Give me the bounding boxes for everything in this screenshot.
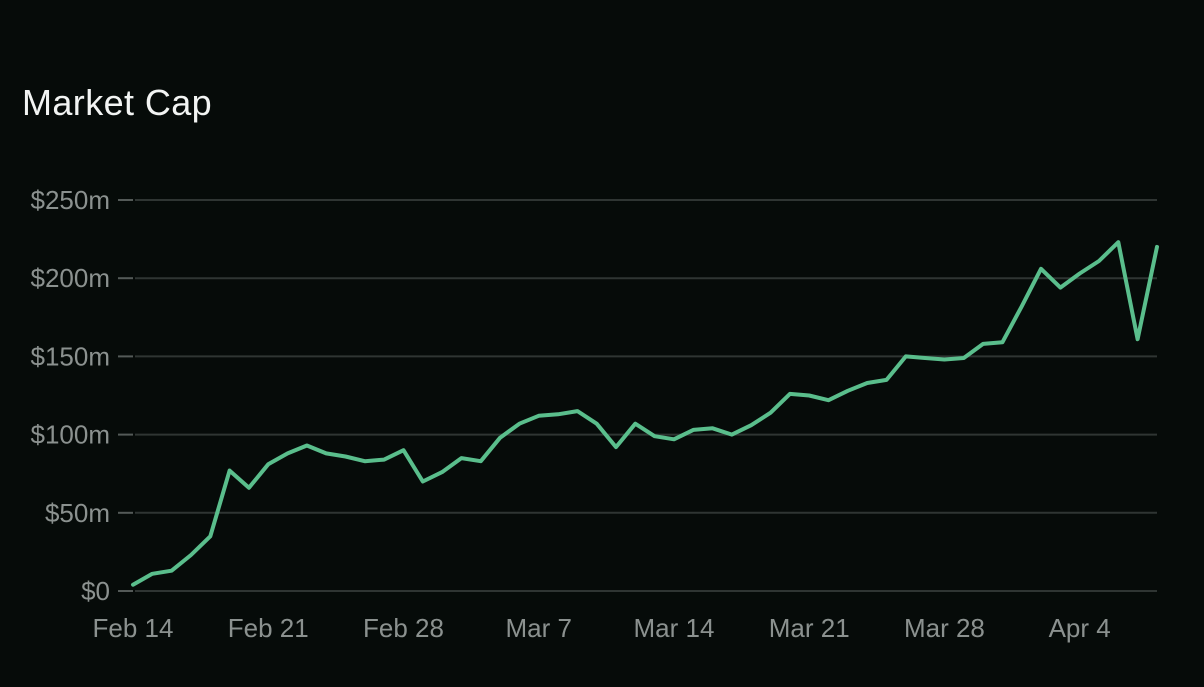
y-axis-label: $150m: [31, 341, 111, 371]
y-axis-label: $250m: [31, 185, 111, 215]
x-axis-label: Mar 28: [904, 613, 985, 643]
y-gridlines: [135, 199, 1157, 592]
y-tick-marks: [118, 199, 133, 592]
y-axis-label: $50m: [45, 498, 110, 528]
x-axis-label: Mar 7: [505, 613, 571, 643]
y-axis-label: $100m: [31, 420, 111, 450]
y-axis-label: $200m: [31, 263, 111, 293]
x-axis-label: Feb 14: [93, 613, 174, 643]
market-cap-line-path: [131, 240, 1159, 587]
x-axis-label: Apr 4: [1049, 613, 1111, 643]
x-axis-label: Feb 28: [363, 613, 444, 643]
x-axis-label: Mar 21: [769, 613, 850, 643]
x-axis-label: Feb 21: [228, 613, 309, 643]
x-axis-labels: Feb 14 Feb 21 Feb 28 Mar 7 Mar 14 Mar 21 Mar 2…: [93, 613, 1111, 643]
page-title: Market Cap: [22, 82, 213, 123]
market-cap-line-series: [131, 240, 1159, 587]
y-axis-labels: $0 $50m $100m $150m $200m $250m: [31, 185, 111, 606]
x-axis-label: Mar 14: [633, 613, 714, 643]
y-axis-label: $0: [81, 576, 110, 606]
